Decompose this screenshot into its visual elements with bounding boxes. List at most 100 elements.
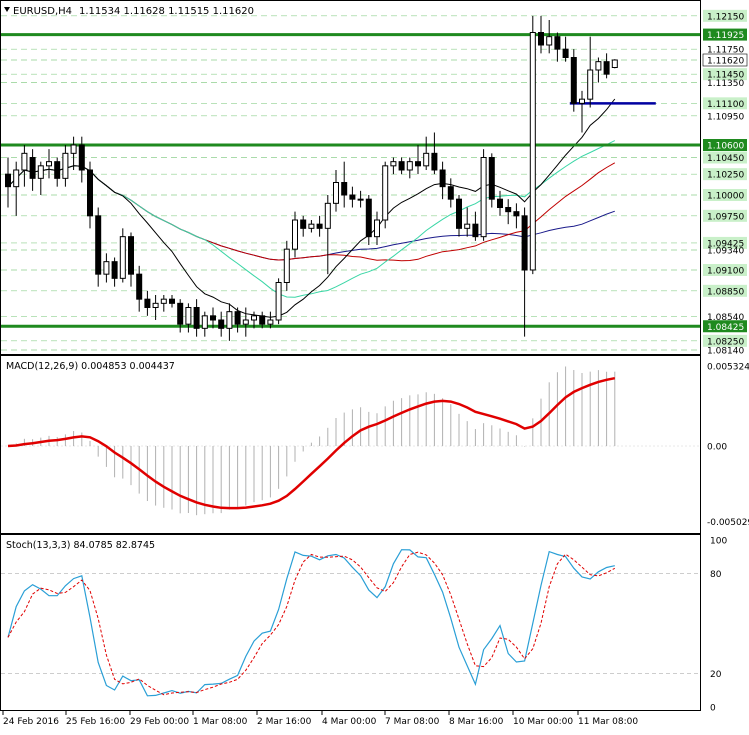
price-tag xyxy=(703,209,747,222)
candle-body[interactable] xyxy=(464,223,471,229)
candle-body[interactable] xyxy=(341,182,348,196)
candle-body[interactable] xyxy=(472,223,479,238)
time-tick-label: 11 Mar 08:00 xyxy=(578,717,638,727)
time-tick-label: 8 Mar 16:00 xyxy=(449,717,504,727)
candle-body[interactable] xyxy=(259,315,266,325)
stoch-tick-label: 0 xyxy=(710,704,716,714)
candle-body[interactable] xyxy=(357,198,364,201)
price-tag xyxy=(703,9,747,22)
candle-body[interactable] xyxy=(431,152,438,171)
candle-body[interactable] xyxy=(87,169,93,217)
price-tick-label: 1.11100 xyxy=(707,100,744,110)
candle-body[interactable] xyxy=(390,161,397,167)
candle-body[interactable] xyxy=(78,144,85,171)
candle-body[interactable] xyxy=(595,61,602,71)
price-tick-label: 1.12150 xyxy=(707,12,744,22)
symbol-label: EURUSD,H4 xyxy=(13,6,72,17)
candle-body[interactable] xyxy=(398,161,405,171)
candle-body[interactable] xyxy=(488,157,495,200)
candle-body[interactable] xyxy=(333,182,339,204)
candle-body[interactable] xyxy=(538,32,544,46)
price-panel[interactable] xyxy=(0,0,701,355)
candle-body[interactable] xyxy=(456,198,462,229)
candle-body[interactable] xyxy=(546,36,553,46)
candle-body[interactable] xyxy=(374,219,380,238)
ma-black-line xyxy=(7,98,616,318)
candles[interactable] xyxy=(5,15,618,341)
candle-body[interactable] xyxy=(324,202,331,229)
price-tick-label: 1.08250 xyxy=(707,337,744,347)
candle-body[interactable] xyxy=(382,165,389,221)
candle-body[interactable] xyxy=(587,69,594,100)
candle-body[interactable] xyxy=(349,194,356,200)
candle-body[interactable] xyxy=(169,298,175,304)
candle-body[interactable] xyxy=(415,161,421,167)
dropdown-arrow-icon[interactable] xyxy=(4,7,10,12)
price-tag xyxy=(703,284,747,297)
time-tick-label: 29 Feb 00:00 xyxy=(130,717,189,727)
candle-body[interactable] xyxy=(242,319,249,325)
candle-body[interactable] xyxy=(5,173,11,188)
candle-body[interactable] xyxy=(406,161,413,171)
candle-body[interactable] xyxy=(447,186,454,200)
candle-body[interactable] xyxy=(513,211,520,217)
candle-body[interactable] xyxy=(54,161,61,179)
candle-body[interactable] xyxy=(283,248,290,284)
candle-body[interactable] xyxy=(128,236,134,275)
candle-body[interactable] xyxy=(70,144,77,154)
candle-body[interactable] xyxy=(111,261,118,279)
candle-body[interactable] xyxy=(439,169,446,188)
stoch-signal-line xyxy=(7,551,616,696)
candle-body[interactable] xyxy=(144,298,151,308)
candle-body[interactable] xyxy=(210,315,216,321)
stoch-panel[interactable] xyxy=(0,534,701,711)
candle-body[interactable] xyxy=(267,319,274,325)
time-tick-label: 25 Feb 16:00 xyxy=(66,717,125,727)
price-tag xyxy=(703,320,747,333)
candle-body[interactable] xyxy=(603,61,610,75)
candle-body[interactable] xyxy=(21,152,28,171)
candle-body[interactable] xyxy=(177,302,184,325)
candle-body[interactable] xyxy=(308,223,315,229)
candle-body[interactable] xyxy=(480,157,487,238)
candle-body[interactable] xyxy=(234,311,241,325)
candle-body[interactable] xyxy=(185,307,192,325)
candle-body[interactable] xyxy=(300,219,307,229)
candle-body[interactable] xyxy=(160,298,167,304)
candle-body[interactable] xyxy=(37,165,44,179)
candle-body[interactable] xyxy=(251,315,257,321)
candle-body[interactable] xyxy=(62,152,69,179)
candle-body[interactable] xyxy=(497,198,503,209)
candle-body[interactable] xyxy=(554,36,561,50)
price-tick-label: 1.08850 xyxy=(707,287,744,297)
candle-body[interactable] xyxy=(226,311,233,329)
candle-body[interactable] xyxy=(521,215,528,271)
stochastic-indicator: 100 80 20 0 xyxy=(1,537,727,714)
macd-panel[interactable] xyxy=(0,355,701,534)
candle-body[interactable] xyxy=(29,157,36,179)
candle-body[interactable] xyxy=(152,302,159,309)
price-tag xyxy=(703,139,747,151)
candle-body[interactable] xyxy=(365,198,372,238)
candle-body[interactable] xyxy=(562,48,569,59)
candle-body[interactable] xyxy=(275,282,282,321)
candle-body[interactable] xyxy=(505,207,512,213)
candle-body[interactable] xyxy=(103,261,110,275)
candle-body[interactable] xyxy=(119,236,126,279)
candle-body[interactable] xyxy=(423,152,430,167)
candle-body[interactable] xyxy=(218,319,225,329)
candle-body[interactable] xyxy=(201,315,208,329)
candle-body[interactable] xyxy=(529,32,536,271)
macd-indicator: 0.005324 0.00 -0.005029 xyxy=(1,363,749,528)
candle-body[interactable] xyxy=(316,223,323,229)
candle-body[interactable] xyxy=(611,59,618,68)
candle-body[interactable] xyxy=(292,219,298,250)
candle-body[interactable] xyxy=(579,98,585,104)
candle-body[interactable] xyxy=(570,57,577,104)
candle-body[interactable] xyxy=(46,161,52,167)
candle-body[interactable] xyxy=(95,215,102,275)
candle-body[interactable] xyxy=(136,273,143,300)
candle-body[interactable] xyxy=(13,169,20,188)
candle-body[interactable] xyxy=(193,307,200,329)
